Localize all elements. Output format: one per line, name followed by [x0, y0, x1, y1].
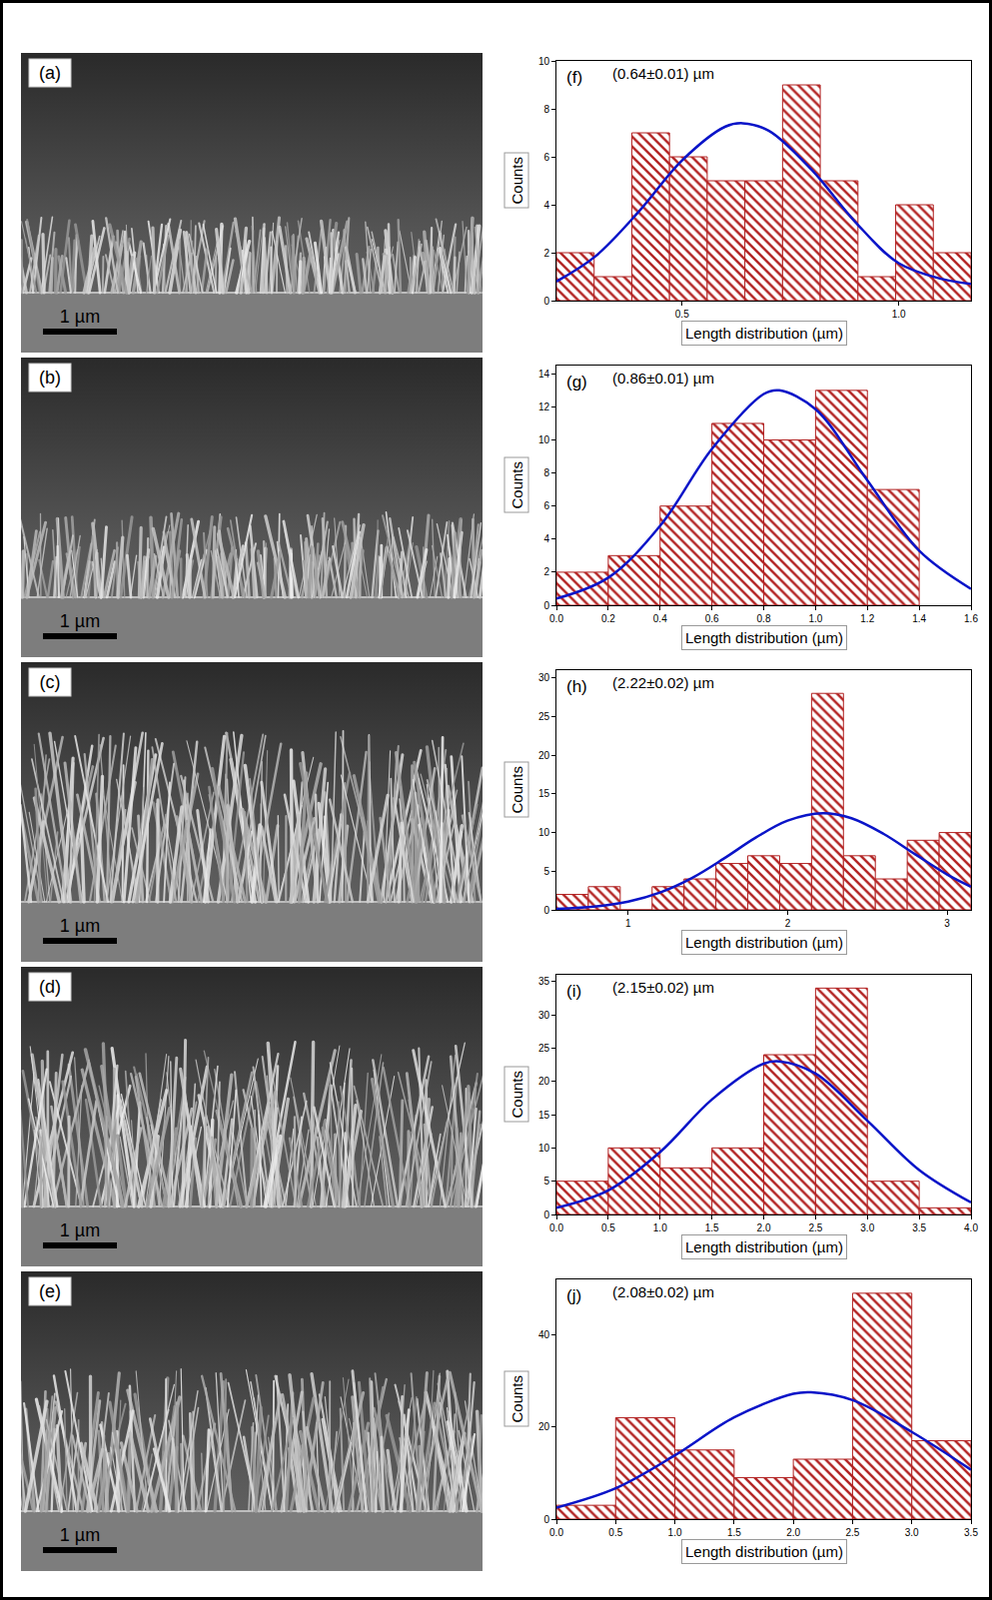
svg-text:1.5: 1.5 [705, 1222, 720, 1234]
svg-text:Length distribution (µm): Length distribution (µm) [685, 324, 844, 342]
svg-text:4.0: 4.0 [964, 1222, 979, 1234]
svg-text:(h): (h) [566, 677, 588, 697]
svg-text:(2.15±0.02) µm: (2.15±0.02) µm [612, 979, 715, 996]
svg-text:0: 0 [543, 600, 550, 612]
svg-text:20: 20 [538, 1421, 551, 1433]
svg-text:12: 12 [538, 401, 551, 413]
svg-text:2: 2 [543, 566, 550, 578]
svg-text:2.0: 2.0 [786, 1527, 801, 1539]
svg-text:5: 5 [543, 866, 550, 878]
svg-text:1 µm: 1 µm [59, 611, 100, 632]
svg-text:3.0: 3.0 [860, 1222, 875, 1234]
svg-text:0.2: 0.2 [601, 613, 616, 625]
svg-text:1.0: 1.0 [808, 613, 823, 625]
svg-text:6: 6 [543, 151, 550, 163]
svg-text:(c): (c) [39, 672, 61, 693]
svg-text:1 µm: 1 µm [59, 1525, 100, 1546]
svg-text:10: 10 [538, 1142, 551, 1154]
svg-text:0.5: 0.5 [675, 308, 690, 320]
svg-text:(g): (g) [566, 372, 588, 392]
svg-text:0.8: 0.8 [757, 613, 772, 625]
svg-text:1 µm: 1 µm [59, 306, 100, 327]
svg-text:0.6: 0.6 [705, 613, 720, 625]
svg-text:1.5: 1.5 [727, 1527, 742, 1539]
svg-text:0.0: 0.0 [549, 613, 564, 625]
svg-text:Length distribution (µm): Length distribution (µm) [685, 629, 844, 647]
svg-text:30: 30 [538, 672, 551, 684]
svg-text:(i): (i) [566, 982, 582, 1001]
svg-text:3.5: 3.5 [912, 1222, 927, 1234]
svg-text:15: 15 [538, 788, 551, 800]
svg-text:(2.22±0.02) µm: (2.22±0.02) µm [612, 674, 715, 692]
svg-text:3.0: 3.0 [905, 1527, 920, 1539]
svg-text:14: 14 [538, 368, 551, 380]
svg-text:5: 5 [543, 1175, 550, 1187]
svg-text:Length distribution (µm): Length distribution (µm) [685, 1543, 844, 1561]
svg-text:Counts: Counts [508, 461, 526, 510]
svg-text:0.0: 0.0 [549, 1222, 564, 1234]
svg-text:3: 3 [944, 918, 951, 930]
svg-text:15: 15 [538, 1109, 551, 1121]
svg-text:Counts: Counts [508, 766, 526, 815]
svg-text:0.0: 0.0 [549, 1527, 564, 1539]
svg-text:1.0: 1.0 [892, 308, 907, 320]
svg-text:(e): (e) [38, 1281, 61, 1302]
svg-text:20: 20 [538, 750, 551, 762]
svg-text:Counts: Counts [508, 1375, 526, 1424]
svg-text:0: 0 [543, 905, 550, 917]
svg-text:Length distribution (µm): Length distribution (µm) [685, 1238, 844, 1256]
svg-text:(0.86±0.01) µm: (0.86±0.01) µm [612, 369, 715, 387]
svg-text:1.4: 1.4 [912, 613, 927, 625]
svg-text:25: 25 [538, 711, 551, 723]
svg-text:0.4: 0.4 [653, 613, 668, 625]
svg-text:1: 1 [625, 918, 632, 930]
svg-text:2: 2 [785, 918, 792, 930]
svg-text:1.6: 1.6 [964, 613, 979, 625]
svg-text:30: 30 [538, 1009, 551, 1021]
svg-text:2.0: 2.0 [757, 1222, 772, 1234]
svg-text:0: 0 [543, 1514, 550, 1526]
svg-text:(f): (f) [566, 67, 583, 87]
svg-text:Length distribution (µm): Length distribution (µm) [685, 934, 844, 952]
svg-text:1 µm: 1 µm [59, 1220, 100, 1241]
svg-text:(j): (j) [566, 1286, 582, 1306]
svg-text:3.5: 3.5 [964, 1527, 979, 1539]
svg-text:35: 35 [538, 976, 551, 988]
svg-text:4: 4 [543, 199, 550, 211]
svg-text:(2.08±0.02) µm: (2.08±0.02) µm [612, 1283, 715, 1301]
svg-text:10: 10 [538, 55, 551, 67]
svg-text:2: 2 [543, 247, 550, 259]
svg-text:10: 10 [538, 434, 551, 446]
svg-text:2.5: 2.5 [845, 1527, 860, 1539]
svg-text:(d): (d) [38, 977, 61, 997]
svg-text:1.0: 1.0 [668, 1527, 683, 1539]
svg-text:0.5: 0.5 [608, 1527, 623, 1539]
svg-text:40: 40 [538, 1329, 551, 1341]
svg-text:1.0: 1.0 [653, 1222, 668, 1234]
svg-text:(b): (b) [38, 367, 61, 388]
svg-text:6: 6 [543, 500, 550, 512]
svg-text:(a): (a) [38, 62, 61, 83]
svg-text:8: 8 [543, 467, 550, 479]
svg-text:Counts: Counts [508, 1070, 526, 1119]
svg-text:1.2: 1.2 [860, 613, 875, 625]
svg-text:8: 8 [543, 103, 550, 115]
svg-text:2.5: 2.5 [808, 1222, 823, 1234]
svg-text:1 µm: 1 µm [59, 916, 100, 937]
svg-text:20: 20 [538, 1075, 551, 1087]
svg-text:4: 4 [543, 533, 550, 545]
svg-text:25: 25 [538, 1042, 551, 1054]
svg-text:0.5: 0.5 [601, 1222, 616, 1234]
svg-text:(0.64±0.01) µm: (0.64±0.01) µm [612, 64, 715, 82]
svg-text:Counts: Counts [508, 156, 526, 205]
svg-text:0: 0 [543, 295, 550, 307]
svg-text:0: 0 [543, 1209, 550, 1221]
svg-text:10: 10 [538, 827, 551, 839]
